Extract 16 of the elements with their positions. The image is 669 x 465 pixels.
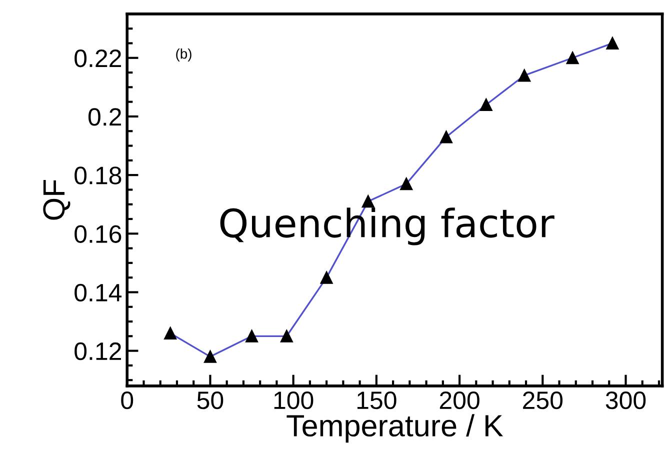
x-tick-label: 150 (357, 391, 396, 410)
y-tick-label: 0.18 (74, 166, 122, 184)
y-tick-label: 0.12 (74, 342, 121, 360)
x-tick-label: 100 (274, 391, 314, 410)
y-tick-label: 0.14 (74, 284, 122, 302)
x-tick-label: 300 (606, 391, 646, 410)
y-axis-title: QF (43, 180, 70, 220)
x-tick-label: 200 (440, 391, 480, 410)
y-tick-label: 0.22 (74, 49, 121, 68)
x-tick-label: 0 (121, 391, 134, 410)
x-tick-label: 250 (523, 391, 563, 410)
x-axis-title: Temperature / K (286, 414, 504, 443)
y-tick-label: 0.2 (88, 108, 121, 126)
y-tick-label: 0.16 (74, 225, 122, 243)
annotation: (b) (176, 48, 192, 62)
x-tick-label: 50 (197, 391, 224, 410)
